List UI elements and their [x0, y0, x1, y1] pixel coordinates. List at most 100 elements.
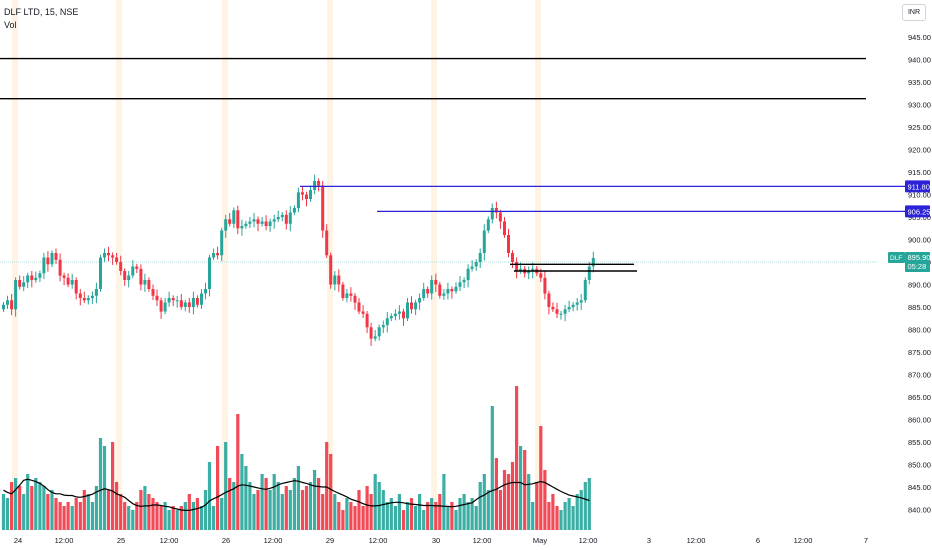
candle-body — [305, 194, 308, 199]
candle-body — [204, 289, 207, 294]
candle-body — [418, 298, 422, 303]
candle-body — [179, 300, 183, 308]
candle-body — [579, 300, 583, 303]
candle-body — [14, 280, 18, 310]
candle-body — [301, 192, 304, 195]
volume-bar — [510, 462, 515, 530]
volume-bar — [252, 494, 256, 530]
candle-body — [248, 221, 252, 224]
candle-body — [183, 302, 187, 307]
volume-bar — [523, 450, 527, 530]
candle-body — [515, 262, 519, 271]
volume-bar — [38, 482, 42, 530]
volume-bar — [236, 414, 240, 530]
volume-bar — [527, 474, 531, 530]
candle-body — [268, 221, 272, 226]
currency-button[interactable]: INR — [902, 4, 926, 21]
candle-body — [470, 266, 474, 269]
volume-bar — [232, 482, 236, 530]
volume-bar — [454, 510, 458, 530]
candle-body — [151, 289, 155, 296]
candle-body — [337, 275, 341, 285]
candle-body — [212, 253, 216, 258]
volume-bar — [127, 506, 131, 530]
candle-body — [543, 277, 547, 294]
candle-body — [10, 300, 14, 310]
candle-body — [478, 253, 482, 262]
candle-body — [426, 289, 430, 294]
candle-body — [30, 275, 34, 280]
y-tick-label: 875.00 — [908, 348, 931, 357]
volume-bar — [341, 510, 345, 530]
y-tick-label: 890.00 — [908, 281, 931, 290]
volume-bar — [438, 494, 442, 530]
candle-body — [244, 223, 248, 227]
candle-body — [22, 282, 26, 287]
candle-body — [46, 257, 50, 265]
volume-bar — [587, 478, 591, 530]
volume-bar — [155, 502, 159, 530]
volume-bar — [389, 498, 393, 530]
candle-body — [325, 230, 329, 256]
volume-bar — [329, 454, 333, 530]
candle-body — [551, 307, 555, 310]
volume-bar — [268, 490, 272, 530]
volume-bar — [228, 478, 232, 530]
candle-body — [70, 280, 74, 285]
volume-bar — [147, 494, 151, 530]
volume-bar — [486, 490, 490, 530]
x-tick-label: 30 — [432, 536, 440, 545]
candle-body — [462, 280, 466, 283]
candle-body — [567, 307, 571, 310]
candle-body — [365, 313, 369, 328]
time-axis: 24 12:00 25 12:00 26 12:00 29 12:00 30 12:00 May 12… — [14, 536, 868, 545]
volume-bar — [163, 502, 167, 530]
candle-body — [442, 293, 446, 296]
volume-bar — [54, 498, 58, 530]
y-tick-label: 945.00 — [908, 33, 931, 42]
x-tick-label: 12:00 — [473, 536, 492, 545]
candle-body — [26, 275, 30, 283]
candle-body — [555, 309, 559, 314]
candle-body — [90, 295, 94, 299]
candle-body — [490, 208, 494, 220]
x-tick-label: 12:00 — [579, 536, 598, 545]
y-tick-label: 915.00 — [908, 168, 931, 177]
volume-bar — [470, 498, 474, 530]
volume-bar — [10, 482, 14, 530]
candle-body — [38, 273, 42, 278]
volume-bar — [418, 494, 422, 530]
volume-bar — [563, 502, 567, 530]
candle-body — [430, 280, 434, 294]
volume-bar — [58, 502, 62, 530]
volume-bar — [94, 486, 98, 530]
symbol-title: DLF LTD, 15, NSE — [4, 7, 79, 17]
volume-bar — [519, 446, 523, 530]
volume-bar — [260, 474, 264, 530]
volume-bar — [308, 482, 313, 530]
volume-bar — [46, 494, 50, 530]
volume-bar — [26, 474, 30, 530]
candle-body — [288, 212, 292, 224]
x-tick-label: 25 — [117, 536, 125, 545]
candle-body — [531, 268, 535, 272]
candle-body — [539, 273, 543, 278]
level-price-tag — [905, 205, 930, 218]
volume-bar — [502, 470, 507, 530]
volume-bar — [256, 490, 260, 530]
volume-bar — [575, 494, 579, 530]
candle-body — [345, 293, 349, 298]
session-highlight — [12, 0, 18, 530]
volume-bar — [139, 490, 143, 530]
candle-body — [341, 284, 345, 298]
candle-body — [58, 259, 62, 276]
volume-bar — [349, 502, 353, 530]
symbol-tag-text: DLF — [890, 255, 902, 262]
candle-body — [292, 208, 296, 213]
candle-body — [507, 235, 510, 253]
price-axis: 945.00 940.00 935.00 930.00 925.00 920.00 915.… — [908, 33, 931, 515]
volume-bar — [361, 506, 365, 530]
volume-bar — [458, 498, 462, 530]
candle-body — [131, 266, 135, 276]
